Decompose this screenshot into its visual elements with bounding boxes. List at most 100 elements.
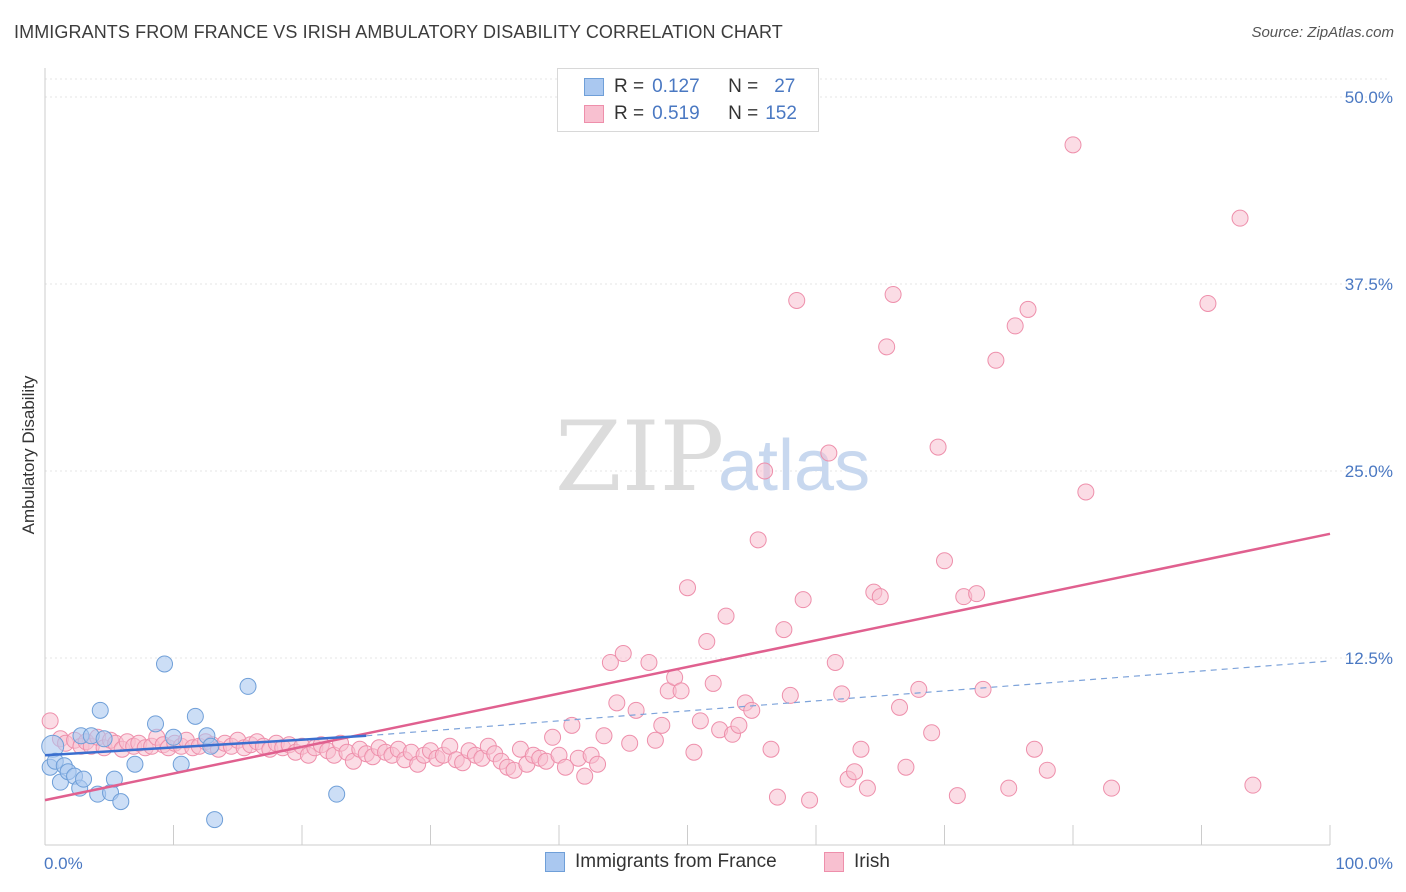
legend-n-label: N =	[728, 103, 759, 124]
irish-point	[704, 674, 722, 692]
chart-title: IMMIGRANTS FROM FRANCE VS IRISH AMBULATO…	[14, 22, 783, 42]
legend-swatch-france	[584, 78, 604, 96]
bottom-legend-irish: Irish	[824, 851, 890, 873]
watermark: ZIP atlas	[555, 401, 870, 513]
bottom-legend-france: Immigrants from France	[545, 851, 777, 873]
france-point	[91, 701, 109, 719]
irish-point	[891, 698, 909, 716]
x-tick-label: 100.0%	[1335, 854, 1393, 873]
legend-r-value: 0.127	[652, 76, 700, 97]
legend-r-label: R =	[614, 76, 645, 97]
france-point	[156, 655, 174, 673]
irish-point	[614, 645, 632, 663]
irish-point	[672, 682, 690, 700]
irish-point	[826, 653, 844, 671]
irish-point	[1006, 317, 1024, 335]
france-point	[112, 793, 130, 811]
irish-point	[871, 588, 889, 606]
irish-point	[936, 552, 953, 570]
chart-source: Source: ZipAtlas.com	[1251, 24, 1394, 41]
irish-point	[646, 731, 664, 749]
irish-point	[749, 531, 767, 549]
watermark-atlas: atlas	[718, 426, 870, 506]
irish-point	[1038, 761, 1056, 779]
france-point	[206, 811, 224, 829]
irish-point	[589, 755, 607, 773]
bottom-legend-label-irish: Irish	[854, 851, 890, 872]
irish-point	[968, 585, 986, 603]
france-point	[95, 730, 113, 748]
irish-point	[794, 591, 812, 609]
irish-point	[627, 701, 645, 719]
y-axis-label: Ambulatory Disability	[19, 375, 38, 534]
y-tick-label: 37.5%	[1345, 275, 1393, 294]
irish-trend-line	[44, 532, 1331, 802]
irish-point	[563, 716, 581, 734]
irish-point	[595, 727, 613, 745]
y-tick-labels: 12.5% 25.0% 37.5% 50.0%	[1345, 88, 1393, 668]
irish-point	[544, 728, 562, 746]
irish-point	[762, 740, 780, 758]
irish-point	[768, 788, 786, 806]
irish-point	[948, 787, 966, 805]
y-tick-label: 25.0%	[1345, 462, 1393, 481]
irish-point	[1025, 740, 1043, 758]
france-point	[75, 770, 93, 788]
irish-point	[730, 716, 748, 734]
irish-point	[621, 734, 639, 752]
irish-point	[820, 444, 838, 462]
france-point	[239, 677, 257, 695]
irish-point	[1103, 779, 1121, 797]
irish-point	[1199, 294, 1217, 312]
legend-n-value: 152	[765, 103, 797, 124]
legend-n-label: N =	[728, 76, 759, 97]
y-tick-label: 12.5%	[1345, 649, 1393, 668]
irish-point	[884, 285, 902, 303]
irish-point	[781, 686, 799, 704]
france-point	[105, 770, 123, 788]
irish-point	[679, 579, 696, 597]
irish-point	[788, 291, 806, 309]
irish-point	[852, 740, 870, 758]
irish-point	[1231, 209, 1249, 227]
irish-point	[775, 621, 793, 639]
irish-point	[1019, 300, 1037, 318]
irish-point	[1244, 776, 1262, 794]
irish-point	[756, 462, 774, 480]
irish-point	[846, 763, 864, 781]
france-trend-extension	[366, 660, 1331, 737]
irish-point	[576, 767, 594, 785]
irish-point	[801, 791, 819, 809]
france-point	[186, 707, 204, 725]
legend-r-label: R =	[614, 103, 645, 124]
irish-point	[685, 743, 703, 761]
irish-point	[910, 680, 928, 698]
irish-point	[640, 653, 658, 671]
x-tick-labels: 0.0% 100.0%	[44, 854, 1393, 873]
irish-point	[717, 607, 735, 625]
bottom-legend-swatch-irish	[824, 852, 844, 872]
grid-lines	[45, 78, 1390, 659]
y-tick-label: 50.0%	[1345, 88, 1393, 107]
watermark-zip: ZIP	[555, 401, 724, 513]
irish-point	[743, 701, 761, 719]
irish-point	[929, 438, 947, 456]
bottom-legend-label-france: Immigrants from France	[575, 851, 777, 872]
irish-point	[878, 338, 896, 356]
legend-swatch-irish	[584, 105, 604, 123]
irish-point	[833, 685, 851, 703]
france-points	[41, 655, 346, 829]
irish-point	[858, 779, 876, 797]
legend: R = 0.127 N = 27 R = 0.519 N = 152	[557, 68, 819, 132]
france-point	[328, 785, 346, 803]
irish-point	[1077, 483, 1095, 501]
france-trend-line	[44, 734, 367, 757]
legend-row-irish: R = 0.519 N = 152	[584, 101, 797, 127]
irish-point	[987, 351, 1005, 369]
irish-point	[974, 680, 992, 698]
irish-point	[897, 758, 915, 776]
x-tick-label: 0.0%	[44, 854, 83, 873]
irish-point	[1064, 136, 1082, 154]
irish-point	[1000, 779, 1018, 797]
